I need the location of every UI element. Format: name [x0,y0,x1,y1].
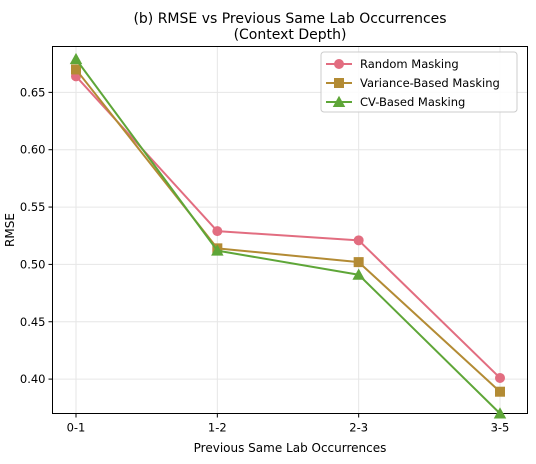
y-tick-label: 0.55 [20,200,46,214]
data-point-cv-based-masking [493,407,507,419]
legend-label: Variance-Based Masking [360,76,500,90]
legend-label: CV-Based Masking [360,95,465,109]
series-line-variance-based-masking [75,68,501,393]
data-point-cv-based-masking [352,268,365,280]
data-point-random-masking [353,235,364,246]
x-axis-ticks: 0-1 1-2 2-3 3-5 [67,413,510,435]
data-point-variance-based-masking [495,386,505,397]
series-layer [69,52,507,419]
y-tick-label: 0.50 [20,257,46,271]
legend-label: Random Masking [360,57,459,71]
y-tick-label: 0.65 [20,85,46,99]
y-axis-ticks: 0.40 0.45 0.50 0.55 0.60 0.65 [20,85,53,386]
y-tick-label: 0.45 [20,315,46,329]
plot-area-frame [52,46,528,414]
x-tick-label: 1-2 [208,421,227,435]
y-tick-label: 0.40 [20,372,46,386]
chart-title: (b) RMSE vs Previous Same Lab Occurrence… [133,11,446,27]
x-tick-label: 0-1 [67,421,86,435]
legend-marker [334,78,344,88]
legend-entry-cv-based-masking: CV-Based Masking [326,95,465,109]
legend-marker [334,59,344,69]
x-axis-label: Previous Same Lab Occurrences [194,441,387,455]
chart-subtitle: (Context Depth) [234,27,347,43]
y-tick-label: 0.60 [20,143,46,157]
data-point-random-masking [495,372,505,383]
x-tick-label: 3-5 [491,421,510,435]
series-cv-based-masking [69,52,507,419]
series-line-cv-based-masking [75,58,501,415]
data-point-random-masking [212,226,223,237]
data-point-cv-based-masking [69,52,83,65]
data-point-variance-based-masking [353,257,364,268]
data-point-variance-based-masking [71,64,81,75]
y-axis-label: RMSE [3,213,17,247]
legend-marker [332,95,346,107]
legend-entry-random-masking: Random Masking [326,57,459,71]
legend: Random Masking Variance-Based Masking CV-B… [320,51,518,113]
data-point-cv-based-masking [211,244,224,256]
legend-box [320,51,518,113]
series-variance-based-masking [71,64,505,397]
x-tick-label: 2-3 [349,421,368,435]
legend-entry-variance-based-masking: Variance-Based Masking [326,76,500,90]
